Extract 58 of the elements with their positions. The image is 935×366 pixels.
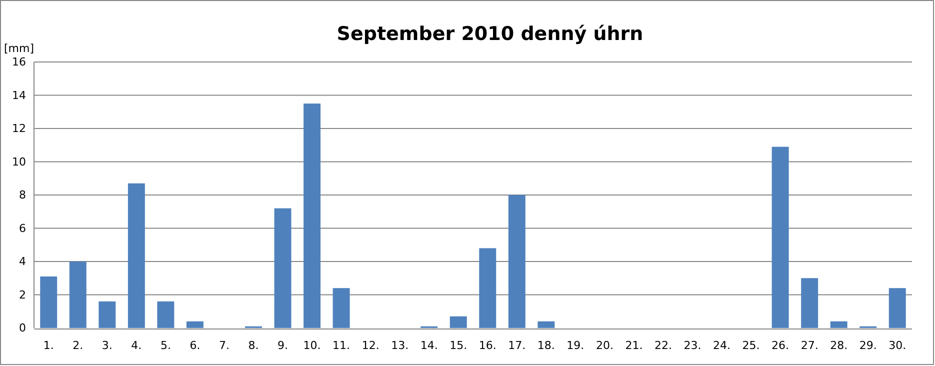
x-tick-label: 3. [102,338,112,352]
x-tick-label: 26. [772,338,790,352]
bar [40,276,58,328]
x-tick-label: 20. [596,338,614,352]
y-tick-label: 14 [12,88,26,102]
x-tick-label: 30. [888,338,906,352]
x-tick-label: 5. [160,338,171,352]
bar [508,195,526,328]
x-tick-label: 11. [332,338,350,352]
x-tick-label: 21. [625,338,643,352]
x-tick-label: 1. [43,338,54,352]
bar [128,183,145,328]
y-tick-label: 0 [19,322,26,335]
x-tick-label: 22. [654,338,672,352]
bar [157,301,174,328]
x-tick-label: 8. [248,338,259,352]
x-tick-label: 4. [131,338,142,352]
bar [888,288,906,328]
x-tick-label: 14. [420,338,438,352]
chart-title: September 2010 denný úhrn [336,23,644,45]
bar [538,321,555,328]
x-tick-label: 18. [537,338,555,352]
bar [69,262,86,328]
bar [479,248,496,328]
y-tick-label: 8 [19,188,26,202]
bar [332,288,350,328]
bar [274,208,292,328]
y-tick-label: 6 [19,222,26,235]
y-tick-label: 16 [12,56,26,69]
x-tick-label: 15. [450,338,468,352]
x-tick-label: 24. [713,338,731,352]
x-tick-label: 16. [478,338,496,352]
y-tick-label: 10 [12,155,26,168]
y-tick-label: 2 [19,288,26,302]
x-tick-label: 9. [278,338,288,352]
bar [450,316,467,328]
x-tick-label: 27. [800,338,818,352]
x-tick-label: 6. [190,338,200,352]
x-tick-label: 13. [391,338,409,352]
y-tick-label: 12 [12,122,26,136]
bar [830,321,848,328]
x-tick-label: 23. [684,338,702,352]
x-tick-label: 17. [508,338,526,352]
x-tick-label: 28. [830,338,848,352]
x-tick-label: 29. [859,338,877,352]
bar [186,321,204,328]
bar [98,301,116,328]
y-tick-label: 4 [19,255,26,268]
x-tick-label: 10. [303,338,321,352]
x-tick-label: 19. [566,338,584,352]
bar [304,104,321,328]
x-tick-label: 7. [218,338,230,352]
bar [801,278,818,328]
x-tick-label: 2. [72,338,84,352]
x-tick-label: 12. [362,338,380,352]
x-tick-label: 25. [742,338,760,352]
bar [772,146,789,328]
y-axis-title: [mm] [4,42,34,55]
